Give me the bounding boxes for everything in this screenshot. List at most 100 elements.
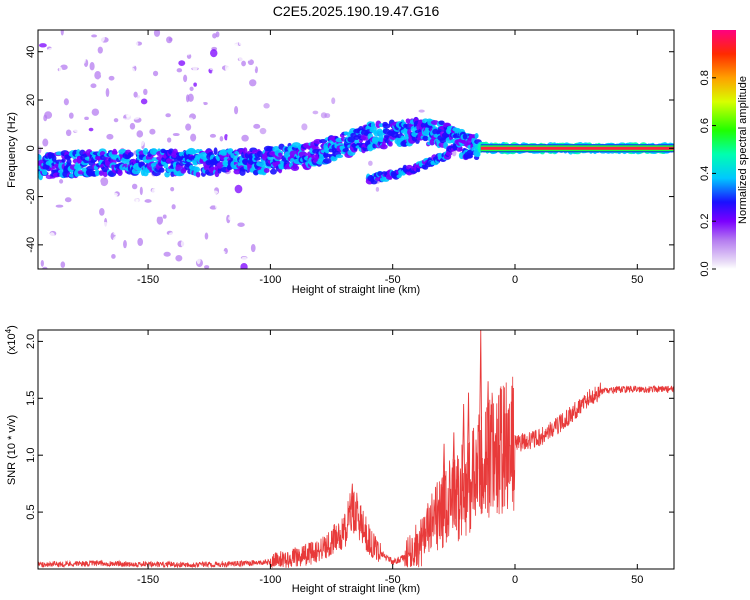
ridge-blob <box>152 148 158 155</box>
noise-blob <box>122 176 128 182</box>
noise-blob <box>111 87 115 97</box>
noise-blob <box>124 193 129 201</box>
noise-blob <box>97 264 103 269</box>
noise-blob <box>120 118 129 125</box>
ridge-blob <box>360 134 370 141</box>
noise-blob <box>97 46 103 54</box>
noise-blob <box>55 204 64 208</box>
noise-blob <box>181 248 186 258</box>
noise-blob <box>100 177 109 187</box>
noise-blob <box>319 191 325 196</box>
noise-blob <box>251 52 256 60</box>
snr-ticks: -150 -100 -50 0 50 2.0 1.5 1.0 0.5 <box>25 330 674 586</box>
snr-spike <box>451 432 456 527</box>
noise-blob <box>60 261 66 268</box>
noise-blob <box>136 138 145 147</box>
noise-blob <box>162 90 169 96</box>
noise-blob <box>74 52 83 61</box>
noise-blob <box>96 43 101 47</box>
noise-blob <box>47 149 55 153</box>
noise-blob <box>260 192 267 199</box>
noise-blob <box>108 75 115 81</box>
noise-blob <box>139 87 144 97</box>
noise-blob <box>204 137 211 143</box>
noise-blob <box>113 231 120 236</box>
ridge-blob <box>213 147 218 155</box>
noise-blob <box>87 130 95 136</box>
noise-blob <box>95 244 104 248</box>
noise-blob <box>155 210 164 218</box>
noise-blob <box>209 122 214 126</box>
noise-blob <box>85 261 89 266</box>
noise-blob <box>233 131 241 141</box>
noise-blob <box>187 93 194 102</box>
noise-blob <box>341 104 345 112</box>
x-tick-label: -100 <box>259 574 281 586</box>
noise-blob <box>79 242 85 251</box>
x-tick-label: 0 <box>512 574 518 586</box>
noise-blob <box>113 47 119 54</box>
noise-blob <box>91 108 100 116</box>
noise-blob <box>210 49 218 58</box>
ridge-blob <box>195 171 201 178</box>
noise-blob <box>190 133 197 142</box>
noise-blob <box>102 229 106 238</box>
noise-blob <box>375 187 380 192</box>
noise-blob <box>92 204 100 213</box>
noise-blob <box>128 67 136 75</box>
noise-blob <box>147 42 152 51</box>
noise-blob <box>219 136 224 142</box>
noise-blob <box>231 86 238 95</box>
noise-blob <box>82 236 88 245</box>
snr-panel: -150 -100 -50 0 50 2.0 1.5 1.0 0.5 Height of str… <box>4 325 675 595</box>
noise-blob <box>74 232 80 236</box>
noise-blob <box>221 110 226 120</box>
noise-blob <box>211 190 219 195</box>
noise-blob <box>181 39 189 44</box>
noise-blob <box>172 90 178 98</box>
noise-blob <box>151 254 159 264</box>
noise-blob <box>157 228 163 238</box>
noise-blob <box>141 256 146 266</box>
noise-blob <box>241 134 249 142</box>
noise-blob <box>101 240 109 246</box>
ridge-blob <box>164 171 171 178</box>
noise-blob <box>226 66 234 75</box>
ridge-blob <box>378 123 384 128</box>
colorbar: 0.0 0.2 0.4 0.6 0.8 Normalized spectral ampl… <box>699 30 749 277</box>
noise-blob <box>238 41 243 46</box>
noise-blob <box>384 206 390 211</box>
noise-blob <box>206 203 212 208</box>
noise-blob <box>73 237 79 247</box>
noise-blob <box>120 125 126 133</box>
noise-blob <box>233 126 238 132</box>
noise-blob <box>44 211 52 219</box>
noise-blob <box>100 259 106 265</box>
noise-blob <box>59 179 64 184</box>
ridge-blob <box>117 169 123 176</box>
spectrogram-ticks: -150 -100 -50 0 50 40 20 0 -20 -40 <box>25 30 674 286</box>
noise-blob <box>109 197 115 206</box>
noise-blob <box>241 256 248 262</box>
noise-blob <box>420 99 427 103</box>
noise-blob <box>112 235 120 244</box>
noise-blob <box>170 180 176 184</box>
y-tick-label: 0 <box>25 145 37 151</box>
noise-blob <box>339 160 343 168</box>
noise-blob <box>119 137 125 145</box>
noise-blob <box>205 43 211 48</box>
noise-blob <box>102 60 107 69</box>
noise-blob <box>209 136 215 142</box>
x-tick-label: 50 <box>631 274 643 286</box>
noise-blob <box>249 102 257 112</box>
ridge-blob <box>422 135 429 142</box>
noise-blob <box>148 254 152 263</box>
noise-blob <box>40 251 48 258</box>
noise-blob <box>356 189 363 194</box>
noise-blob <box>106 121 113 129</box>
noise-blob <box>92 116 97 126</box>
noise-blob <box>91 34 98 38</box>
x-tick-label: -100 <box>259 274 281 286</box>
noise-blob <box>341 174 348 178</box>
noise-blob <box>175 264 182 269</box>
